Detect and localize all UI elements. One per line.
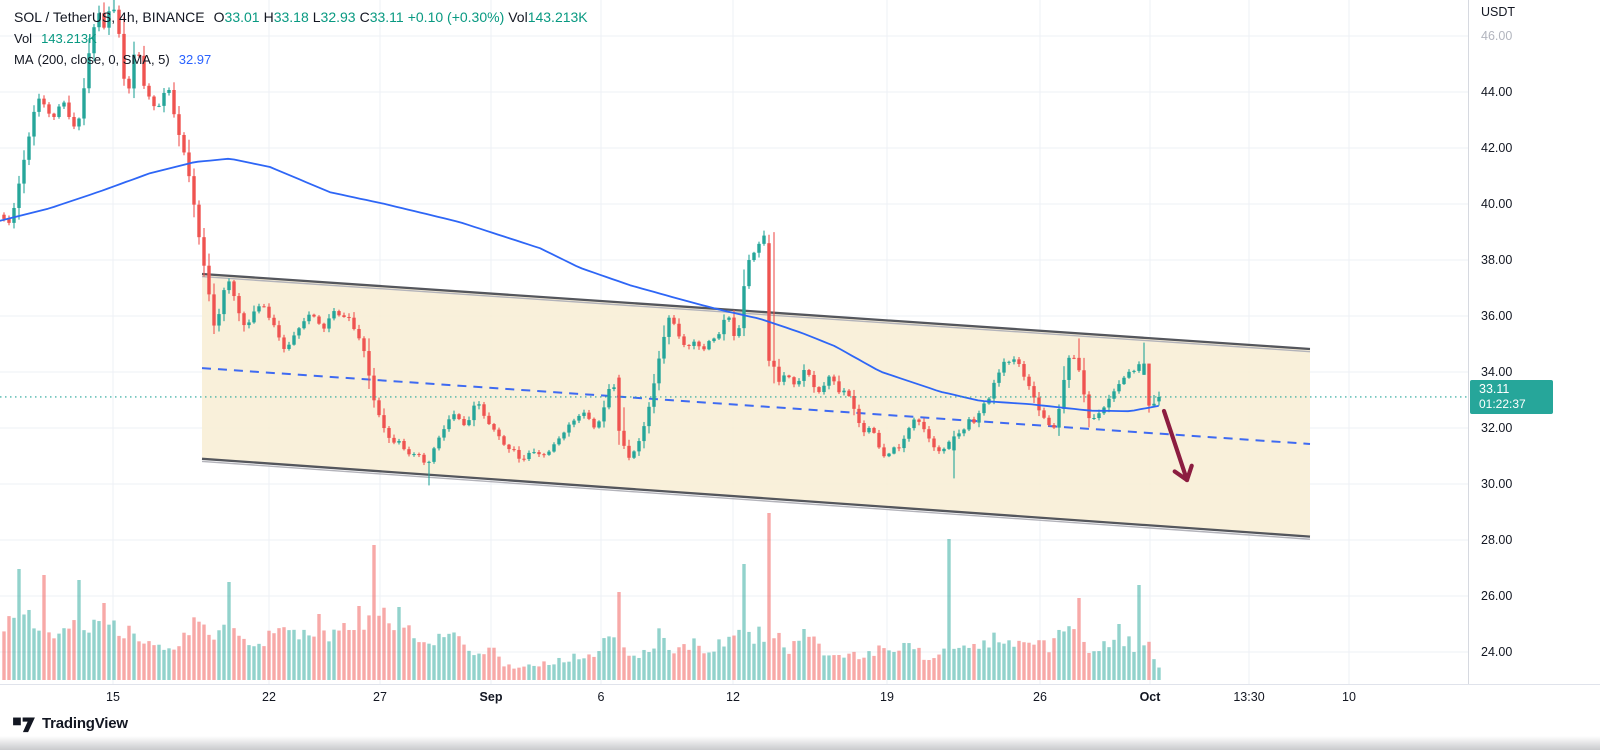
close-value: 33.11 (369, 9, 404, 25)
price-axis[interactable]: USDT 33.11 01:22:37 46.00 44.00 42.00 40.00… (1468, 0, 1600, 710)
ma-indicator-params: (200, close, 0, SMA, 5) (37, 52, 170, 67)
vol-label: Vol (508, 9, 528, 25)
time-tick: 10 (1342, 690, 1356, 704)
change-value: +0.10 (+0.30%) (407, 9, 505, 25)
channel-upper-border-shadow (201, 275, 1311, 353)
low-label: L (312, 9, 321, 25)
open-value: 33.01 (224, 9, 260, 25)
price-tick: 30.00 (1481, 477, 1513, 491)
open-label: O (213, 9, 225, 25)
channel-lower-border-shadow (201, 460, 1311, 540)
volume-indicator-value: 143.213K (41, 31, 97, 46)
tradingview-logo-icon (13, 717, 35, 733)
volume-indicator-label[interactable]: Vol (14, 31, 33, 46)
low-value: 32.93 (320, 9, 356, 25)
price-tick: 44.00 (1481, 85, 1513, 99)
tradingview-wordmark: TradingView (42, 714, 128, 732)
time-tick: 26 (1033, 690, 1047, 704)
current-price-value: 33.11 (1479, 381, 1510, 396)
time-tick: 13:30 (1233, 690, 1265, 704)
price-tick: 42.00 (1481, 141, 1513, 155)
trend-channel-fill (202, 274, 1310, 537)
close-label: C (359, 9, 370, 25)
candles (2, 0, 1161, 486)
price-tick: 26.00 (1481, 589, 1513, 603)
time-tick: Sep (479, 690, 503, 704)
candlestick-chart[interactable] (0, 0, 1468, 684)
time-tick: 27 (373, 690, 387, 704)
volume-bars (2, 513, 1161, 680)
vol-value: 143.213K (527, 9, 588, 25)
time-axis[interactable]: 15 22 27 Sep 6 12 19 26 Oct 13:30 10 (0, 684, 1600, 711)
time-tick: 12 (726, 690, 740, 704)
time-tick: 22 (262, 690, 276, 704)
price-tick: 32.00 (1481, 421, 1513, 435)
ma-indicator-label[interactable]: MA (14, 52, 34, 67)
price-tick: 34.00 (1481, 365, 1513, 379)
time-tick: 6 (597, 690, 605, 704)
price-tick: 46.00 (1481, 29, 1513, 43)
bar-countdown: 01:22:37 (1479, 396, 1526, 411)
high-value: 33.18 (273, 9, 309, 25)
channel-upper-border (201, 272, 1311, 351)
footer-bar: TradingView (0, 710, 1600, 736)
price-tick: 36.00 (1481, 309, 1513, 323)
tradingview-logo[interactable]: TradingView (13, 713, 128, 733)
down-arrow-annotation (1161, 408, 1194, 483)
price-tick: 28.00 (1481, 533, 1513, 547)
window-bottom-edge (0, 736, 1600, 750)
currency-label: USDT (1481, 5, 1516, 19)
current-price-label: 33.11 01:22:37 (1470, 379, 1553, 414)
channel-lower-border (201, 457, 1311, 538)
price-tick: 40.00 (1481, 197, 1513, 211)
chart-legend: SOL / TetherUS, 4h, BINANCE O 33.01 H 33.1… (14, 8, 588, 68)
time-tick: 15 (106, 690, 120, 704)
symbol-title[interactable]: SOL / TetherUS, 4h, BINANCE (14, 9, 205, 25)
time-tick: 19 (880, 690, 894, 704)
price-tick: 38.00 (1481, 253, 1513, 267)
time-tick: Oct (1139, 690, 1161, 704)
ma-indicator-value: 32.97 (178, 52, 212, 67)
high-label: H (263, 9, 274, 25)
price-tick: 24.00 (1481, 645, 1513, 659)
